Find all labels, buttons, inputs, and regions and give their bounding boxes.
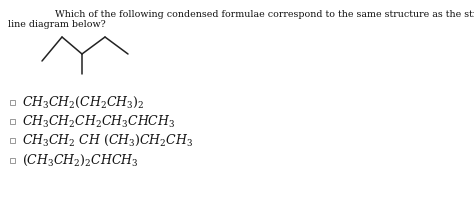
Text: $CH_3CH_2CH_2CH_3CHCH_3$: $CH_3CH_2CH_2CH_3CHCH_3$: [22, 113, 175, 129]
Bar: [10, 158, 15, 163]
Bar: [10, 100, 15, 105]
Text: $(CH_3CH_2)_2CHCH_3$: $(CH_3CH_2)_2CHCH_3$: [22, 152, 138, 167]
Text: $CH_3CH_2\ CH\ (CH_3)CH_2CH_3$: $CH_3CH_2\ CH\ (CH_3)CH_2CH_3$: [22, 132, 193, 147]
Text: Which of the following condensed formulae correspond to the same structure as th: Which of the following condensed formula…: [55, 10, 474, 19]
Text: line diagram below?: line diagram below?: [8, 20, 106, 29]
Bar: [10, 119, 15, 124]
Bar: [10, 138, 15, 143]
Text: $CH_3CH_2(CH_2CH_3)_2$: $CH_3CH_2(CH_2CH_3)_2$: [22, 94, 144, 110]
